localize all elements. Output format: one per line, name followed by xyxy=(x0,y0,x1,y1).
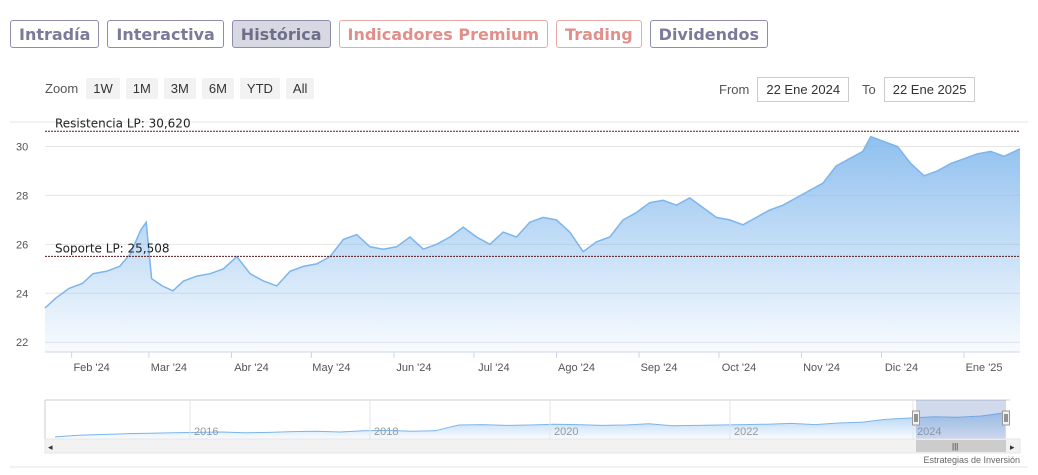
x-tick-label: Dic '24 xyxy=(885,362,918,374)
tab-trading[interactable]: Trading xyxy=(556,20,642,48)
chart-credit: Estrategias de Inversión xyxy=(923,455,1020,465)
y-tick-label: 22 xyxy=(16,337,28,349)
zoom-label: Zoom xyxy=(45,81,79,96)
x-tick-label: Ene '25 xyxy=(966,362,1003,374)
zoom-button-all[interactable]: All xyxy=(285,78,315,99)
zoom-controls: Zoom 1W 1M 3M 6M YTD All xyxy=(45,78,315,99)
x-tick-label: Nov '24 xyxy=(803,362,840,374)
x-tick-label: Oct '24 xyxy=(722,362,757,374)
x-tick-label: Ago '24 xyxy=(558,362,595,374)
support-label: Soporte LP: 25,508 xyxy=(55,241,170,255)
y-tick-label: 28 xyxy=(16,190,28,202)
price-area xyxy=(45,136,1020,352)
navigator-year-label: 2020 xyxy=(554,426,578,438)
range-to-input[interactable]: 22 Ene 2025 xyxy=(883,77,976,102)
scroll-left-arrow-icon[interactable]: ◂ xyxy=(48,443,53,453)
zoom-button-ytd[interactable]: YTD xyxy=(239,78,280,99)
zoom-button-6m[interactable]: 6M xyxy=(201,78,234,99)
zoom-button-group: 1W 1M 3M 6M YTD All xyxy=(86,78,315,99)
x-tick-label: Sep '24 xyxy=(641,362,678,374)
x-tick-label: Mar '24 xyxy=(151,362,187,374)
x-tick-label: Jul '24 xyxy=(478,362,509,374)
tab-intrad-a[interactable]: Intradía xyxy=(10,20,100,48)
range-from: From 22 Ene 2024 xyxy=(719,77,850,102)
navigator-year-label: 2024 xyxy=(917,426,941,438)
x-tick-label: Feb '24 xyxy=(73,362,109,374)
scrollbar-thumb[interactable] xyxy=(916,440,1006,452)
navigator-handle-left[interactable] xyxy=(912,410,920,426)
price-line xyxy=(44,135,1021,309)
range-to-label: To xyxy=(862,82,876,97)
zoom-button-1m[interactable]: 1M xyxy=(125,78,158,99)
navigator-line xyxy=(54,412,1006,438)
range-from-input[interactable]: 22 Ene 2024 xyxy=(757,77,850,102)
resistance-label: Resistencia LP: 30,620 xyxy=(55,116,191,130)
navigator-year-label: 2018 xyxy=(374,426,398,438)
scrollbar-track[interactable] xyxy=(44,438,1021,454)
navigator-year-label: 2022 xyxy=(734,426,758,438)
zoom-button-1w[interactable]: 1W xyxy=(86,78,120,99)
x-tick-label: Abr '24 xyxy=(234,362,269,374)
tab-indicadores-premium[interactable]: Indicadores Premium xyxy=(338,20,549,48)
navigator-window xyxy=(916,400,1006,439)
range-to: To 22 Ene 2025 xyxy=(862,77,976,102)
scrollbar-grip-icon: ||| xyxy=(952,442,958,451)
x-tick-label: Jun '24 xyxy=(396,362,431,374)
navigator-year-label: 2016 xyxy=(194,426,218,438)
zoom-button-3m[interactable]: 3M xyxy=(163,78,196,99)
y-tick-label: 26 xyxy=(16,239,28,251)
scroll-right-arrow-icon[interactable]: ▸ xyxy=(1010,443,1015,453)
tab-bar: Intradía Interactiva Histórica Indicadores … xyxy=(10,20,768,48)
navigator-area xyxy=(55,412,1005,439)
y-tick-label: 24 xyxy=(16,288,28,300)
tab-dividendos[interactable]: Dividendos xyxy=(649,20,768,48)
range-from-label: From xyxy=(719,82,750,97)
tab-interactiva[interactable]: Interactiva xyxy=(107,20,224,48)
y-tick-label: 30 xyxy=(16,141,28,153)
tab-hist-rica[interactable]: Histórica xyxy=(231,20,331,48)
x-tick-label: May '24 xyxy=(312,362,350,374)
navigator-handle-right[interactable] xyxy=(1002,410,1010,426)
